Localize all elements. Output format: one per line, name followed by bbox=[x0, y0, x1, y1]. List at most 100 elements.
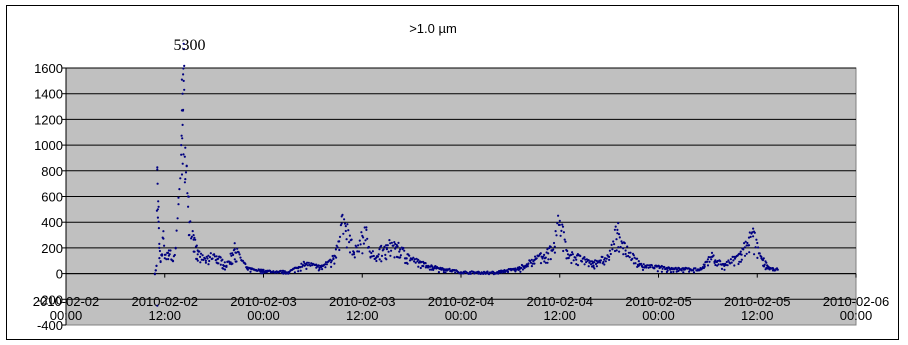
data-point bbox=[187, 205, 190, 208]
data-point bbox=[307, 261, 310, 264]
data-point bbox=[617, 233, 621, 236]
data-point bbox=[293, 271, 296, 274]
data-point bbox=[661, 267, 664, 270]
data-point bbox=[205, 255, 208, 258]
data-point bbox=[622, 247, 625, 250]
data-point bbox=[650, 264, 654, 267]
data-point bbox=[585, 261, 588, 264]
data-point bbox=[566, 249, 569, 253]
data-point bbox=[181, 92, 184, 95]
data-point bbox=[552, 241, 556, 245]
data-point bbox=[177, 196, 180, 199]
data-point bbox=[207, 254, 210, 257]
data-point bbox=[376, 255, 379, 258]
data-point bbox=[492, 271, 495, 275]
data-point bbox=[249, 270, 252, 273]
y-tick-label: 800 bbox=[41, 164, 63, 179]
data-point bbox=[305, 267, 308, 270]
data-point bbox=[217, 262, 220, 265]
data-point bbox=[595, 259, 598, 262]
data-point bbox=[335, 256, 338, 259]
data-point bbox=[168, 253, 171, 256]
data-point bbox=[399, 248, 402, 251]
data-point bbox=[345, 246, 348, 249]
data-point bbox=[207, 263, 210, 266]
data-point bbox=[576, 264, 580, 267]
data-point bbox=[169, 249, 172, 252]
data-point bbox=[182, 42, 185, 45]
data-point bbox=[688, 270, 691, 273]
data-point bbox=[632, 262, 636, 265]
data-point bbox=[359, 243, 362, 246]
data-point bbox=[593, 267, 596, 270]
data-point bbox=[706, 258, 710, 261]
data-point bbox=[550, 249, 553, 252]
data-point bbox=[165, 258, 168, 261]
data-point bbox=[714, 263, 717, 267]
data-point bbox=[193, 236, 196, 239]
data-point bbox=[309, 264, 312, 267]
data-point bbox=[706, 264, 710, 267]
data-point bbox=[595, 265, 599, 268]
data-point bbox=[580, 260, 584, 263]
data-point bbox=[531, 262, 534, 265]
data-point bbox=[413, 260, 416, 263]
data-point bbox=[225, 264, 228, 267]
x-tick-label-date: 2010-02-03 bbox=[329, 294, 396, 309]
data-point bbox=[159, 260, 162, 264]
data-point bbox=[506, 270, 510, 274]
data-point bbox=[559, 234, 562, 237]
x-tick-label-date: 2010-02-03 bbox=[230, 294, 297, 309]
data-point bbox=[564, 240, 567, 243]
data-point bbox=[753, 253, 756, 256]
data-point bbox=[223, 261, 226, 264]
data-point bbox=[163, 244, 166, 247]
data-point bbox=[755, 238, 758, 241]
data-point bbox=[364, 239, 367, 242]
data-point bbox=[743, 246, 747, 249]
data-point bbox=[617, 246, 620, 249]
data-point bbox=[357, 244, 360, 247]
data-point bbox=[331, 254, 334, 258]
data-point bbox=[156, 182, 159, 185]
data-point bbox=[745, 252, 748, 255]
data-point bbox=[181, 137, 184, 140]
data-point bbox=[571, 253, 575, 256]
data-point bbox=[744, 240, 747, 243]
x-tick-label-time: 00:00 bbox=[50, 308, 83, 323]
data-point bbox=[660, 270, 664, 273]
data-point bbox=[534, 255, 537, 258]
data-point bbox=[587, 259, 590, 262]
data-point bbox=[594, 259, 597, 262]
data-point bbox=[529, 259, 532, 263]
data-point bbox=[757, 246, 760, 249]
data-point bbox=[155, 264, 158, 267]
data-point bbox=[410, 258, 413, 261]
data-point bbox=[567, 256, 570, 260]
data-point bbox=[571, 251, 574, 254]
data-point bbox=[260, 272, 263, 275]
data-point bbox=[167, 258, 170, 261]
data-point bbox=[399, 254, 402, 257]
data-point bbox=[745, 244, 748, 247]
data-point bbox=[230, 254, 233, 257]
data-point bbox=[183, 155, 186, 158]
data-point bbox=[236, 247, 239, 250]
data-point bbox=[221, 258, 224, 261]
data-point bbox=[625, 255, 628, 258]
data-point bbox=[437, 271, 440, 274]
data-point bbox=[703, 265, 706, 268]
data-point bbox=[174, 246, 177, 249]
data-point bbox=[336, 246, 339, 249]
data-point bbox=[156, 216, 159, 219]
y-tick-label: 1200 bbox=[34, 112, 63, 127]
data-point bbox=[608, 258, 611, 261]
data-point bbox=[526, 265, 529, 268]
data-point bbox=[613, 243, 616, 246]
data-point bbox=[641, 268, 645, 271]
data-point bbox=[399, 256, 402, 259]
data-point bbox=[762, 265, 766, 268]
data-point bbox=[181, 162, 184, 165]
data-point bbox=[673, 267, 677, 270]
data-point bbox=[530, 265, 534, 268]
